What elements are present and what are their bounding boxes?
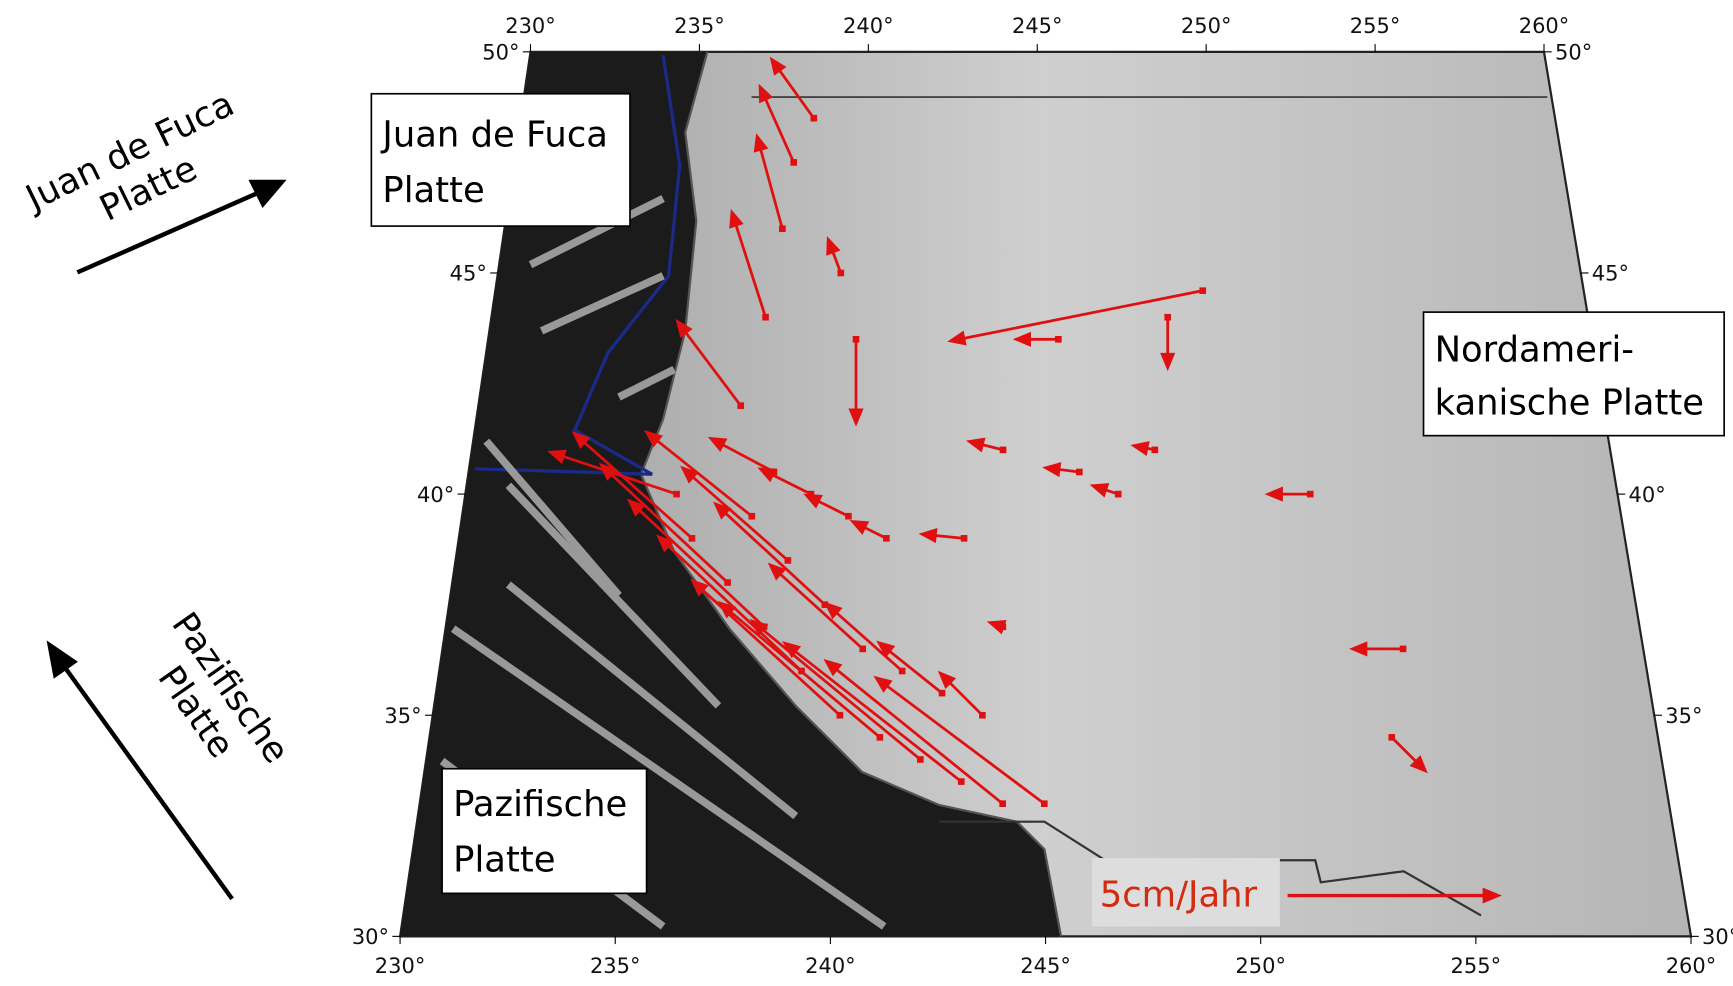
lat-label: 45° (450, 262, 487, 286)
lon-label: 245° (1012, 14, 1063, 38)
lon-label: 250° (1181, 14, 1232, 38)
lon-label: 250° (1235, 954, 1286, 978)
lon-label: 230° (505, 14, 556, 38)
lon-label: 245° (1020, 954, 1071, 978)
lon-label: 255° (1350, 14, 1401, 38)
lon-label: 235° (590, 954, 641, 978)
lat-label: 35° (1665, 704, 1702, 728)
plate-label: Platte (382, 170, 484, 211)
lon-label: 240° (843, 14, 894, 38)
lon-label: 240° (805, 954, 856, 978)
lat-label: 50° (482, 41, 519, 65)
plate-label: Pazifische (453, 784, 627, 825)
plate-label: Juan de Fuca (380, 115, 608, 156)
lat-label: 35° (384, 704, 421, 728)
scale-label: 5cm/Jahr (1100, 875, 1258, 916)
plate-label: Nordameri- (1435, 330, 1634, 371)
lat-label: 45° (1592, 262, 1629, 286)
figure: 230° 230° 235° 235° 240° 240° 245° 245° 250° 250°… (0, 0, 1733, 986)
pazif-arrow-label: Pazifische Platte (129, 605, 297, 795)
lat-label: 30° (352, 925, 389, 949)
plate-label: Platte (453, 839, 555, 880)
lon-label: 255° (1451, 954, 1502, 978)
lon-label: 260° (1519, 14, 1570, 38)
juan-arrow-label: Juan de Fuca Platte (18, 83, 259, 257)
lon-label: 230° (375, 954, 426, 978)
lat-label: 40° (417, 483, 454, 507)
lon-label: 260° (1666, 954, 1717, 978)
lat-label: 50° (1555, 41, 1592, 65)
plate-label: kanische Platte (1435, 383, 1704, 424)
lat-label: 40° (1629, 483, 1666, 507)
lat-label: 30° (1702, 925, 1733, 949)
lon-label: 235° (674, 14, 725, 38)
